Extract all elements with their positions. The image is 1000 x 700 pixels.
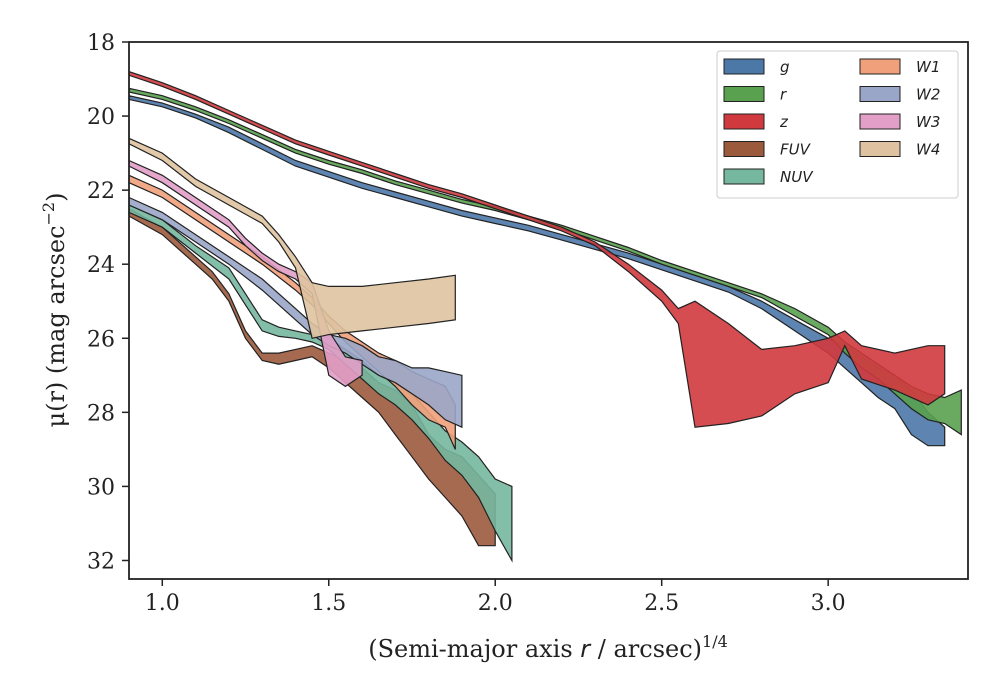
y-tick-label: 32 xyxy=(87,549,115,574)
legend-label-z: z xyxy=(779,113,789,131)
legend-swatch-nuv xyxy=(723,168,765,185)
x-axis-label-main: (Semi-major axis xyxy=(368,635,580,663)
legend-label-w2: W2 xyxy=(916,86,940,104)
x-tick-label: 1.5 xyxy=(311,591,346,616)
x-axis-label-sup: 1/4 xyxy=(702,632,728,651)
x-tick-label: 3.0 xyxy=(811,591,846,616)
legend-label-fuv: FUV xyxy=(780,141,812,159)
legend-swatch-w3 xyxy=(859,113,901,130)
band-fuv xyxy=(129,208,496,547)
y-tick-label: 28 xyxy=(87,401,115,426)
legend-swatch-w2 xyxy=(859,86,901,102)
y-axis-ticks: 18 20 22 24 26 28 30 32 xyxy=(87,31,129,574)
profile-bands xyxy=(129,70,962,563)
y-tick-label: 26 xyxy=(87,327,115,352)
legend-swatch-g xyxy=(723,58,765,75)
y-tick-label: 30 xyxy=(87,475,115,500)
y-axis-label-close: ) xyxy=(42,193,70,202)
band-nuv xyxy=(129,204,513,563)
y-tick-label: 20 xyxy=(87,105,115,130)
y-axis-label-sup: −2 xyxy=(39,202,58,226)
band-g xyxy=(129,95,946,447)
legend-label-w4: W4 xyxy=(916,141,940,159)
y-axis-label-main: μ(r) (mag arcsec xyxy=(42,225,70,427)
band-w4 xyxy=(129,137,456,340)
legend-label-r: r xyxy=(780,86,787,104)
x-axis-label: (Semi-major axis r / arcsec)1/4 xyxy=(368,632,728,663)
legend-label-nuv: NUV xyxy=(780,168,814,186)
y-tick-label: 24 xyxy=(87,253,115,278)
x-tick-label: 1.0 xyxy=(145,591,180,616)
y-axis-label: μ(r) (mag arcsec−2) xyxy=(39,193,70,428)
x-axis-label-rest: / arcsec) xyxy=(590,635,702,663)
legend-swatch-w1 xyxy=(859,58,901,75)
legend-swatch-r xyxy=(723,86,765,102)
x-tick-label: 2.0 xyxy=(478,591,513,616)
legend: grz FUV NUV W1 W2 W3 W4 xyxy=(716,50,959,199)
legend-label-g: g xyxy=(780,58,790,76)
band-w3 xyxy=(129,159,363,388)
y-tick-label: 18 xyxy=(87,31,115,56)
legend-swatch-z xyxy=(723,113,765,130)
x-axis-ticks: 1.0 1.5 2.0 2.5 3.0 xyxy=(145,579,846,616)
band-r xyxy=(129,87,962,436)
band-z xyxy=(129,70,946,428)
legend-swatch-w4 xyxy=(859,141,901,157)
x-axis-label-var: r xyxy=(580,635,592,663)
legend-swatch-fuv xyxy=(723,141,765,157)
band-w2 xyxy=(129,196,463,429)
legend-label-w1: W1 xyxy=(916,58,940,76)
plot-frame xyxy=(128,41,969,580)
legend-label-w3: W3 xyxy=(916,113,940,131)
x-tick-label: 2.5 xyxy=(644,591,679,616)
y-tick-label: 22 xyxy=(87,179,115,204)
